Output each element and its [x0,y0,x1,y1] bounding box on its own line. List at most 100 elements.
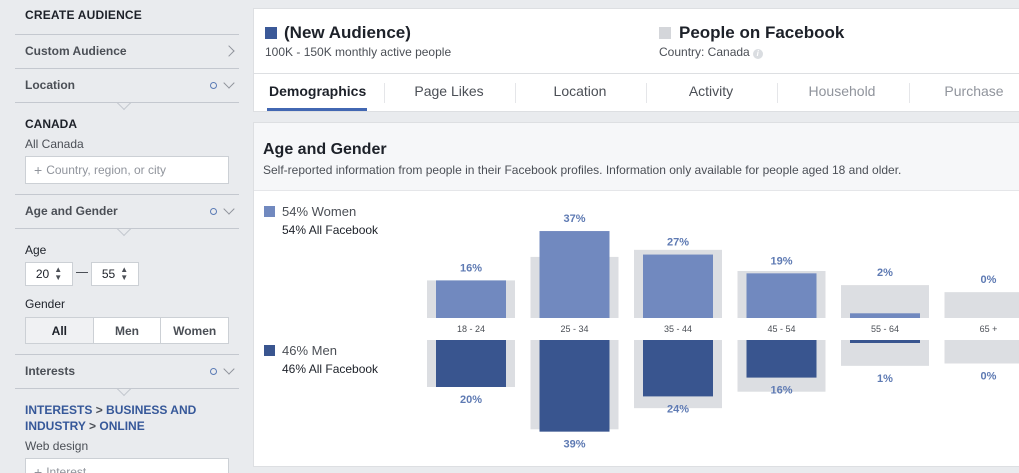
divider [15,34,239,35]
women-value-label: 0% [981,274,997,286]
age-label: Age [25,243,47,257]
interest-breadcrumb: INTERESTS > BUSINESS AND INDUSTRY > ONLI… [25,403,197,433]
custom-audience-row[interactable]: Custom Audience [15,34,239,68]
gender-segmented-control: All Men Women [25,317,229,344]
women-value-label: 2% [877,267,893,279]
age-min-value: 20 [35,267,50,281]
gender-option-women[interactable]: Women [173,323,217,338]
interest-crumb[interactable]: ONLINE [99,419,145,433]
audience-header: (New Audience) 100K - 150K monthly activ… [253,8,1019,112]
age-gender-card: Age and Gender Self-reported information… [253,122,1019,467]
men-value-label: 39% [563,439,585,451]
men-legend-square [264,345,275,356]
women-bar[interactable] [850,313,920,318]
category-tick-label: 55 - 64 [871,324,899,334]
divider [15,354,239,355]
men-legend-label: 46% Men [282,343,337,358]
location-header[interactable]: Location [15,68,239,102]
tab-page-likes[interactable]: Page Likes [414,83,484,99]
chevron-down-icon[interactable] [223,203,235,215]
age-min-select[interactable]: 20 ▲ ▼ [25,262,73,286]
category-tick-label: 65 + [980,324,998,334]
interests-header[interactable]: Interests [15,354,239,388]
men-value-label: 0% [981,371,997,383]
circle-indicator-icon [210,207,217,215]
men-value-label: 1% [877,373,893,385]
tab-demographics[interactable]: Demographics [269,83,367,99]
updown-icon: ▲ ▼ [120,265,129,282]
section-notch [117,389,131,397]
audience-title: (New Audience) [284,23,411,42]
women-legend-sub: 54% All Facebook [282,223,379,237]
range-dash [76,272,88,273]
divider [254,73,1019,74]
women-bar[interactable] [746,273,817,318]
men-bar[interactable] [643,340,713,397]
custom-audience-label: Custom Audience [25,44,127,58]
men-bar[interactable] [850,340,920,343]
interest-crumb[interactable]: BUSINESS AND INDUSTRY [25,403,197,433]
category-tick-label: 35 - 44 [664,324,692,334]
location-input[interactable]: + Country, region, or city [25,156,229,184]
section-notch [117,103,131,111]
compare-color-square [659,27,671,39]
age-gender-chart: 16% 20% 18 - 24 37% 39% 25 - 34 27% 24% 35 - 44 1… [427,213,1019,451]
tab-divider [515,83,516,103]
section-notch [117,229,131,237]
category-tick-label: 45 - 54 [767,324,795,334]
age-gender-label: Age and Gender [25,204,118,218]
location-scope: All Canada [25,137,84,151]
interest-input[interactable]: + Interest [25,458,229,473]
location-placeholder: Country, region, or city [46,163,167,177]
women-legend-square [264,206,275,217]
tab-purchase[interactable]: Purchase [944,83,1004,99]
tab-divider [384,83,385,103]
tab-location[interactable]: Location [553,83,607,99]
chevron-down-icon[interactable] [223,77,235,89]
facebook-men-bar [841,340,929,366]
interests-label: Interests [25,364,76,378]
facebook-women-bar [841,285,929,318]
men-bar[interactable] [436,340,506,387]
men-value-label: 16% [770,385,792,397]
interest-value: Web design [25,439,89,453]
women-bar[interactable] [643,254,713,318]
tab-divider [777,83,778,103]
age-max-select[interactable]: 55 ▲ ▼ [91,262,139,286]
audience-size: 100K - 150K monthly active people [265,45,452,59]
facebook-women-bar [944,292,1019,318]
women-value-label: 16% [460,262,482,274]
tab-household[interactable]: Household [808,83,876,99]
circle-indicator-icon [210,81,217,89]
men-value-label: 20% [460,394,482,406]
compare-title: People on Facebook [679,23,845,42]
age-max-value: 55 [101,267,116,281]
compare-country: Country: Canada i [659,45,763,59]
section-description: Self-reported information from people in… [263,163,902,177]
info-icon[interactable]: i [752,49,763,59]
men-bar[interactable] [539,340,610,432]
section-title: Age and Gender [263,141,387,158]
sidebar-title: CREATE AUDIENCE [25,8,143,22]
gender-option-all[interactable]: All [26,318,94,343]
active-tab-indicator [267,108,367,111]
tab-activity[interactable]: Activity [688,83,734,99]
updown-icon: ▲ ▼ [54,265,63,282]
age-gender-header[interactable]: Age and Gender [15,194,239,228]
interest-crumb[interactable]: INTERESTS [25,403,93,417]
men-bar[interactable] [746,340,817,378]
location-header-label: Location [25,78,75,92]
women-bar[interactable] [436,280,506,318]
women-bar[interactable] [539,231,610,318]
circle-indicator-icon [210,367,217,375]
card-header: Age and Gender Self-reported information… [254,123,1019,191]
chevron-down-icon[interactable] [223,363,235,375]
audience-color-square [265,27,277,39]
women-value-label: 19% [770,255,792,267]
facebook-men-bar [944,340,1019,364]
tab-divider [646,83,647,103]
gender-option-men[interactable]: Men [94,318,162,343]
category-band [427,318,1019,340]
women-legend-label: 54% Women [282,204,357,219]
location-country: CANADA [25,117,77,131]
